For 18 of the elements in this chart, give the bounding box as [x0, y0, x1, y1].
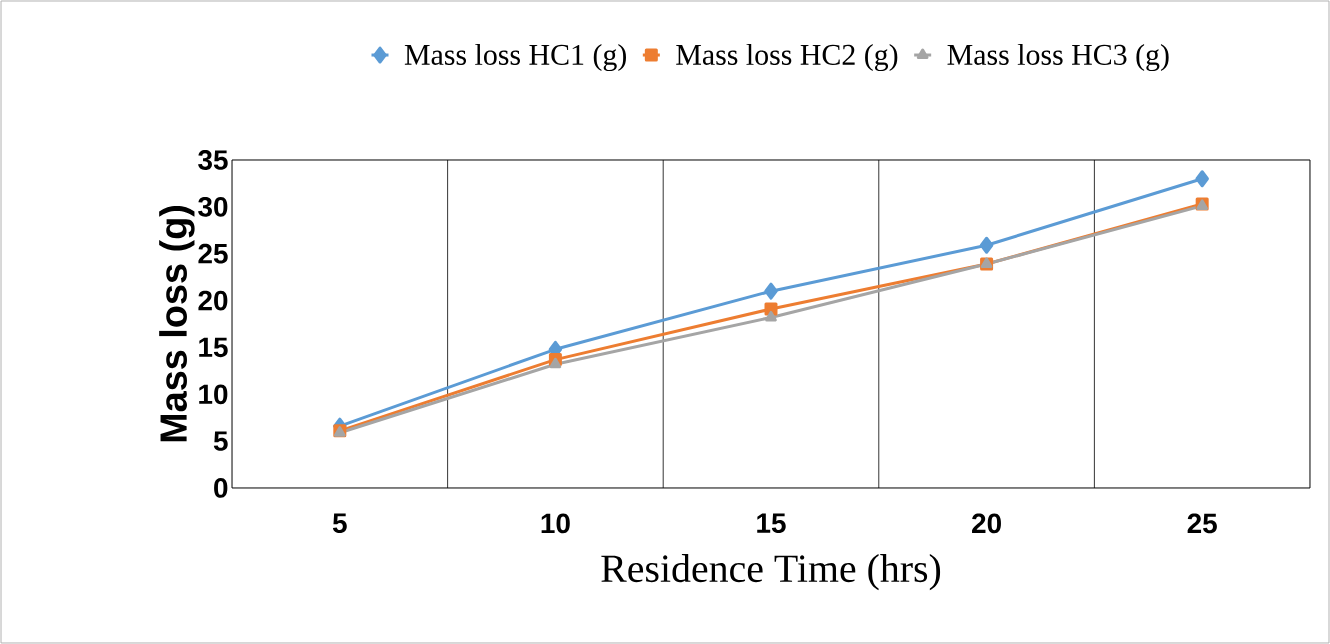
y-tick-label: 20 [198, 290, 228, 311]
legend-label: Mass loss HC1 (g) [404, 43, 626, 72]
x-tick-label: 25 [1187, 513, 1217, 534]
y-tick-label: 10 [199, 384, 228, 405]
y-tick-label: 5 [213, 431, 228, 451]
y-tick-label: 0 [214, 478, 228, 498]
x-tick-label: 15 [757, 513, 786, 533]
x-tick-label: 5 [332, 513, 347, 533]
y-axis-title: Mass loss (g) [159, 206, 195, 442]
y-tick-label: 35 [198, 150, 228, 170]
y-tick-label: 15 [199, 337, 228, 358]
y-tick-label: 25 [198, 243, 228, 264]
y-tick-label: 30 [198, 196, 228, 217]
x-axis-title: Residence Time (hrs) [601, 554, 941, 591]
legend-label: Mass loss HC3 (g) [947, 43, 1169, 72]
legend-label: Mass loss HC2 (g) [676, 43, 898, 72]
x-tick-label: 10 [541, 513, 570, 534]
x-tick-label: 20 [972, 513, 1001, 534]
